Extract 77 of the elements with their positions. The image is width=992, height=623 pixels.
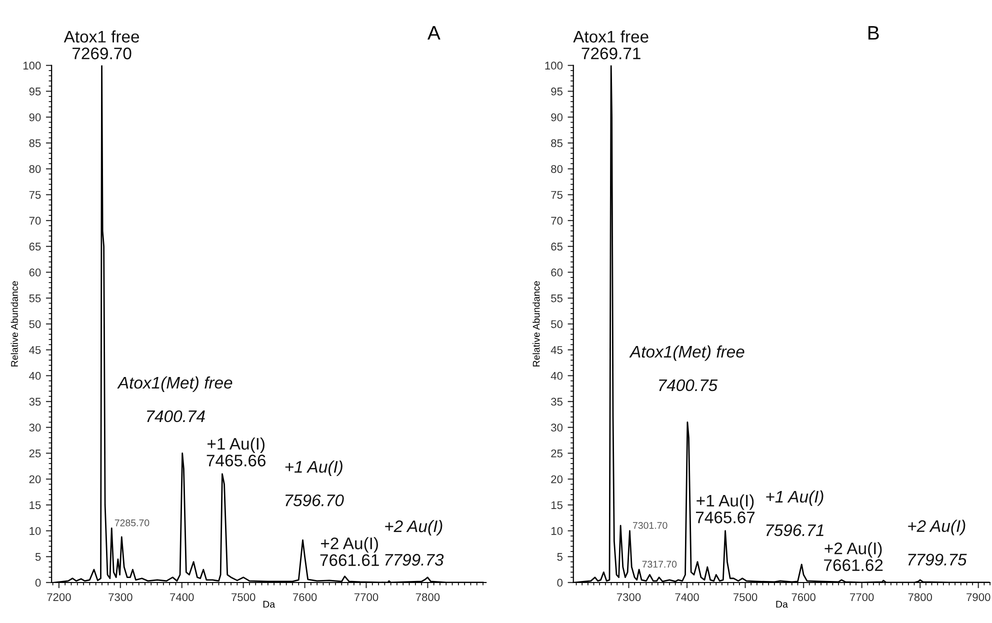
x-tick-label: 7400 bbox=[170, 593, 194, 602]
y-tick-label: 65 bbox=[551, 242, 562, 251]
y-tick-label: 25 bbox=[29, 450, 41, 458]
x-tick-label: 7300 bbox=[616, 593, 641, 602]
annotation: Atox1(Met) free 7400.74 bbox=[117, 376, 232, 422]
y-tick-label: 20 bbox=[551, 475, 563, 484]
y-tick-label: 45 bbox=[550, 346, 562, 354]
y-tick-label: 55 bbox=[29, 294, 41, 302]
y-tick-label: 10 bbox=[551, 527, 563, 535]
y-tick-label: 75 bbox=[29, 191, 41, 199]
y-tick-label: 50 bbox=[29, 320, 41, 328]
y-tick-label: 15 bbox=[551, 501, 562, 510]
annotation: 7301.70 bbox=[633, 522, 668, 529]
x-tick-label: 7900 bbox=[966, 593, 990, 602]
annotation: +1 Au(I) 7465.67 bbox=[696, 494, 755, 524]
y-tick-label: 15 bbox=[30, 501, 41, 510]
chart-title: B bbox=[868, 26, 879, 40]
x-tick-label: 7800 bbox=[908, 593, 932, 602]
y-tick-label: 100 bbox=[545, 62, 563, 70]
y-tick-label: 60 bbox=[29, 268, 41, 276]
y-tick-label: 70 bbox=[29, 216, 41, 225]
y-tick-label: 100 bbox=[23, 62, 41, 70]
y-tick-label: 75 bbox=[551, 191, 562, 199]
annotation: Atox1 free 7269.71 bbox=[573, 30, 648, 60]
annotation: Atox1(Met) free 7400.75 bbox=[629, 345, 744, 392]
annotation: +1 Au(I) 7596.71 bbox=[766, 490, 824, 536]
y-tick-label: 30 bbox=[29, 424, 41, 432]
y-tick-label: 40 bbox=[29, 372, 41, 380]
x-tick-label: 7400 bbox=[675, 593, 699, 602]
x-tick-label: 7600 bbox=[792, 593, 816, 602]
x-tick-label: 7800 bbox=[416, 593, 440, 602]
x-tick-label: 7200 bbox=[47, 593, 71, 602]
annotation: +2 Au(I) 7799.73 bbox=[385, 520, 444, 566]
y-tick-label: 45 bbox=[29, 346, 41, 354]
y-tick-label: 80 bbox=[29, 165, 41, 173]
y-tick-label: 0 bbox=[557, 578, 563, 587]
x-tick-label: 7300 bbox=[108, 593, 132, 602]
y-tick-label: 85 bbox=[551, 139, 562, 148]
annotation: +2 Au(I) 7799.75 bbox=[908, 520, 967, 566]
y-tick-label: 85 bbox=[29, 139, 41, 148]
annotation: +2 Au(I) 7661.61 bbox=[320, 537, 379, 566]
y-tick-label: 20 bbox=[29, 475, 41, 484]
y-tick-label: 70 bbox=[551, 216, 563, 225]
x-tick-label: 7700 bbox=[850, 593, 874, 602]
y-tick-label: 35 bbox=[551, 398, 562, 406]
x-axis-title: Da bbox=[263, 600, 276, 608]
y-tick-label: 5 bbox=[35, 553, 41, 561]
annotation: +2 Au(I) 7661.62 bbox=[824, 542, 883, 572]
y-tick-label: 65 bbox=[29, 242, 41, 251]
x-tick-label: 7700 bbox=[354, 593, 378, 602]
y-tick-label: 35 bbox=[29, 398, 41, 406]
annotation: +1 Au(I) 7596.70 bbox=[285, 460, 344, 506]
y-tick-label: 40 bbox=[550, 372, 563, 380]
y-axis-title: Relative Abundance bbox=[532, 281, 540, 366]
y-tick-label: 25 bbox=[551, 450, 562, 458]
x-tick-label: 7500 bbox=[733, 593, 758, 602]
annotation: Atox1 free 7269.70 bbox=[64, 30, 140, 60]
y-tick-label: 50 bbox=[551, 320, 563, 328]
y-tick-label: 90 bbox=[551, 113, 563, 122]
y-tick-label: 60 bbox=[551, 268, 563, 276]
y-axis-title: Relative Abundance bbox=[10, 281, 18, 366]
annotation: 7285.70 bbox=[114, 519, 150, 526]
x-tick-label: 7600 bbox=[292, 593, 317, 602]
y-tick-label: 5 bbox=[557, 553, 562, 561]
annotation: +1 Au(I) 7465.66 bbox=[206, 437, 266, 466]
y-tick-label: 55 bbox=[551, 294, 562, 302]
y-tick-label: 90 bbox=[29, 113, 41, 122]
x-tick-label: 7500 bbox=[232, 593, 256, 602]
annotation: 7317.70 bbox=[642, 560, 677, 568]
y-tick-label: 0 bbox=[35, 578, 41, 587]
chart-title: A bbox=[427, 26, 440, 40]
y-tick-label: 80 bbox=[551, 165, 563, 173]
y-tick-label: 10 bbox=[30, 527, 41, 535]
y-tick-label: 95 bbox=[551, 88, 562, 96]
x-axis-title: Da bbox=[776, 600, 788, 608]
y-tick-label: 95 bbox=[29, 88, 41, 96]
y-tick-label: 30 bbox=[551, 424, 563, 432]
